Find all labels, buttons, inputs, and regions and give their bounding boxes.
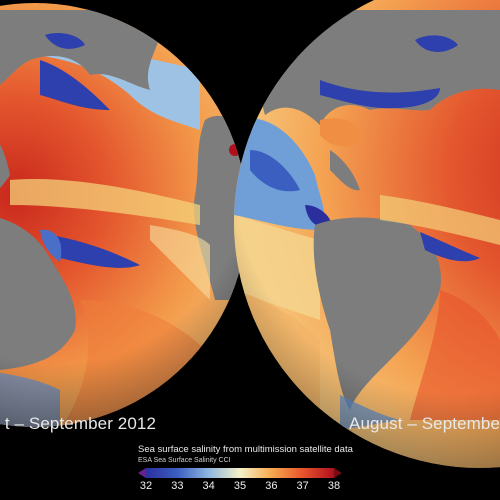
legend-tick-label: 37 [296,480,309,492]
right-globe [234,0,500,468]
colorbar-high-arrow [334,468,342,478]
colorbar-low-arrow [138,468,146,478]
legend-subtitle: ESA Sea Surface Salinity CCI [138,457,231,464]
colorbar-gradient [146,468,334,478]
legend-tick-label: 34 [202,480,215,492]
legend-tick-label: 33 [171,480,184,492]
salinity-legend: Sea surface salinity from multimission s… [138,444,353,492]
legend-tick-label: 32 [139,480,153,492]
right-period-caption: August – September [349,414,500,433]
salinity-colorbar [138,468,342,478]
legend-tick-label: 36 [265,480,278,492]
legend-title: Sea surface salinity from multimission s… [138,444,353,455]
legend-tick-label: 35 [233,480,247,492]
legend-ticks: 32 33 34 35 36 37 38 [138,480,342,496]
left-globe [0,3,247,427]
left-period-caption: t – September 2012 [4,414,156,433]
legend-tick-label: 38 [327,480,341,492]
